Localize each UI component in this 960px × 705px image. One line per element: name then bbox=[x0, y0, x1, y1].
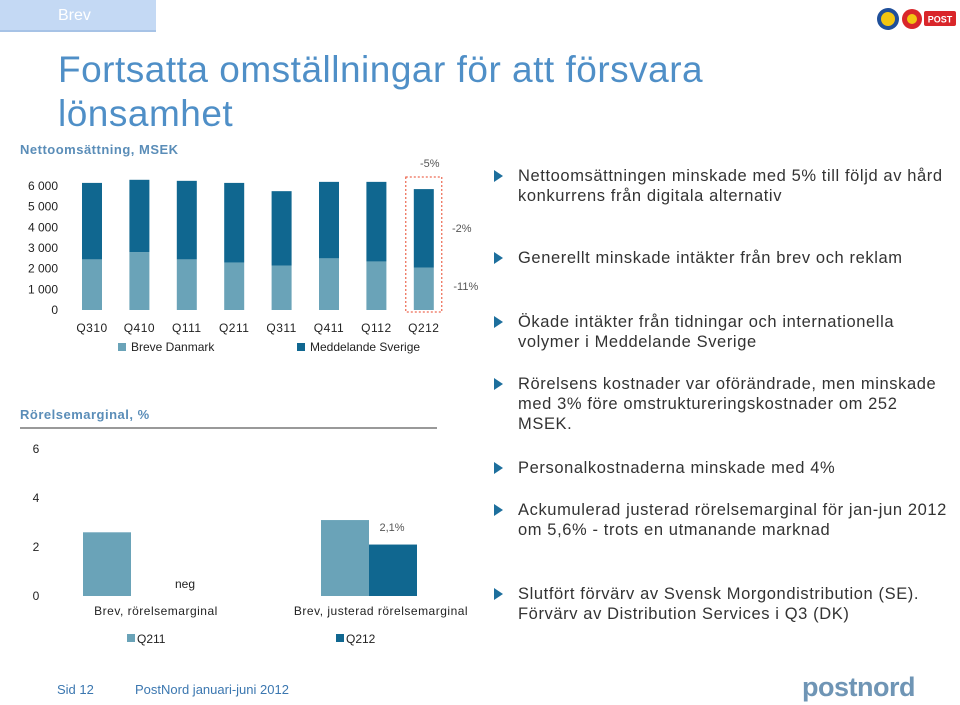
bar-meddelande-sverige-q411 bbox=[319, 181, 339, 259]
x-tick-label: Q310 bbox=[76, 321, 107, 335]
bar-q211-group-1 bbox=[83, 532, 131, 596]
y-tick-label: 6 000 bbox=[28, 179, 58, 193]
bullet-item: Ackumulerad justerad rörelsemarginal för… bbox=[494, 500, 954, 540]
bar-breve-danmark-q111 bbox=[176, 259, 197, 310]
revenue-chart-title: Nettoomsättning, MSEK bbox=[20, 142, 179, 157]
y-tick-label: 1 000 bbox=[28, 282, 58, 296]
bullet-arrow-icon bbox=[494, 170, 503, 182]
y-tick-label: 3 000 bbox=[28, 241, 58, 255]
bar-breve-danmark-q112 bbox=[366, 261, 387, 310]
slide-title-line1: Fortsatta omställningar för att försvara bbox=[58, 49, 704, 90]
legend-swatch-q211 bbox=[127, 634, 135, 642]
bullet-item: Ökade intäkter från tidningar och intern… bbox=[494, 312, 954, 352]
bar-breve-danmark-q411 bbox=[319, 258, 339, 310]
bullet-arrow-icon bbox=[494, 378, 503, 390]
y-tick-label: 6 bbox=[33, 442, 40, 456]
x-tick-label: Brev, rörelsemarginal bbox=[94, 604, 218, 618]
bar-meddelande-sverige-q112 bbox=[366, 181, 387, 262]
highlight-box bbox=[405, 176, 443, 313]
post-logo-text: POST bbox=[928, 15, 953, 25]
x-tick-label: Brev, justerad rörelsemarginal bbox=[294, 604, 468, 618]
bar-breve-danmark-q311 bbox=[271, 265, 292, 310]
bar-meddelande-sverige-q311 bbox=[271, 191, 292, 266]
x-tick-label: Q112 bbox=[361, 321, 391, 335]
y-tick-label: 0 bbox=[33, 589, 40, 603]
legend-label-q212: Q212 bbox=[346, 632, 376, 646]
bullet-item: Rörelsens kostnader var oförändrade, men… bbox=[494, 374, 954, 434]
slide-title: Fortsatta omställningar för att försvara… bbox=[58, 48, 878, 136]
data-label-neg: neg bbox=[175, 577, 195, 591]
bar-meddelande-sverige-q211 bbox=[224, 182, 245, 263]
y-tick-label: 0 bbox=[51, 303, 58, 317]
legend-label-meddelande-sverige: Meddelande Sverige bbox=[310, 340, 420, 354]
bar-q212-group-2 bbox=[369, 544, 417, 596]
data-label-margin: 2,1% bbox=[379, 522, 404, 534]
x-tick-label: Q411 bbox=[314, 321, 344, 335]
slide-title-line2: lönsamhet bbox=[58, 93, 234, 134]
x-tick-label: Q410 bbox=[124, 321, 155, 335]
bullet-arrow-icon bbox=[494, 588, 503, 600]
postnord-logo: postnord bbox=[802, 672, 915, 702]
x-tick-label: Q212 bbox=[408, 321, 439, 335]
x-tick-label: Q111 bbox=[172, 321, 202, 335]
bullet-item: Personalkostnaderna minskade med 4% bbox=[494, 458, 954, 478]
bullet-arrow-icon bbox=[494, 504, 503, 516]
bullet-arrow-icon bbox=[494, 316, 503, 328]
bar-meddelande-sverige-q410 bbox=[129, 179, 150, 253]
bullet-item: Generellt minskade intäkter från brev oc… bbox=[494, 248, 954, 268]
x-tick-label: Q311 bbox=[266, 321, 296, 335]
legend-swatch-breve-danmark bbox=[118, 343, 126, 351]
annotation-meddelande-change: -2% bbox=[452, 223, 472, 235]
legend-label-q211: Q211 bbox=[137, 632, 166, 646]
bar-breve-danmark-q212 bbox=[413, 267, 434, 310]
bar-meddelande-sverige-q310 bbox=[82, 182, 102, 260]
y-tick-label: 5 000 bbox=[28, 200, 58, 214]
annotation-total-change: -5% bbox=[420, 158, 440, 170]
report-name: PostNord januari-juni 2012 bbox=[135, 682, 289, 697]
legend-swatch-q212 bbox=[336, 634, 344, 642]
bullet-item: Nettoomsättningen minskade med 5% till f… bbox=[494, 166, 954, 206]
revenue-chart: 0 1 000 2 000 3 000 4 000 5 000 6 000 Q310 Q410 Q… bbox=[28, 158, 478, 354]
bullet-arrow-icon bbox=[494, 462, 503, 474]
legend-label-breve-danmark: Breve Danmark bbox=[131, 340, 215, 354]
legend-swatch-meddelande-sverige bbox=[297, 343, 305, 351]
bar-meddelande-sverige-q212 bbox=[413, 189, 434, 268]
annotation-breve-change: -11% bbox=[453, 281, 478, 293]
margin-chart-title: Rörelsemarginal, % bbox=[20, 407, 150, 422]
y-tick-label: 4 000 bbox=[28, 220, 58, 234]
y-tick-label: 2 000 bbox=[28, 262, 58, 276]
margin-chart: 0 2 4 6 Brev, rörelsemarginal Brev, justerad … bbox=[20, 427, 468, 646]
section-tab: Brev bbox=[0, 0, 156, 32]
bullet-arrow-icon bbox=[494, 252, 503, 264]
page-number: Sid 12 bbox=[57, 682, 94, 697]
bar-meddelande-sverige-q111 bbox=[176, 180, 197, 260]
section-tab-label: Brev bbox=[58, 7, 91, 24]
bar-breve-danmark-q310 bbox=[82, 259, 102, 310]
bar-q211-group-2 bbox=[321, 520, 369, 596]
x-tick-label: Q211 bbox=[219, 321, 249, 335]
y-tick-label: 4 bbox=[33, 491, 40, 505]
bar-breve-danmark-q410 bbox=[129, 252, 150, 310]
bullet-item: Slutfört förvärv av Svensk Morgondistrib… bbox=[494, 584, 954, 624]
bar-breve-danmark-q211 bbox=[224, 262, 245, 310]
y-tick-label: 2 bbox=[33, 540, 40, 554]
post-logos: POST bbox=[877, 8, 956, 30]
